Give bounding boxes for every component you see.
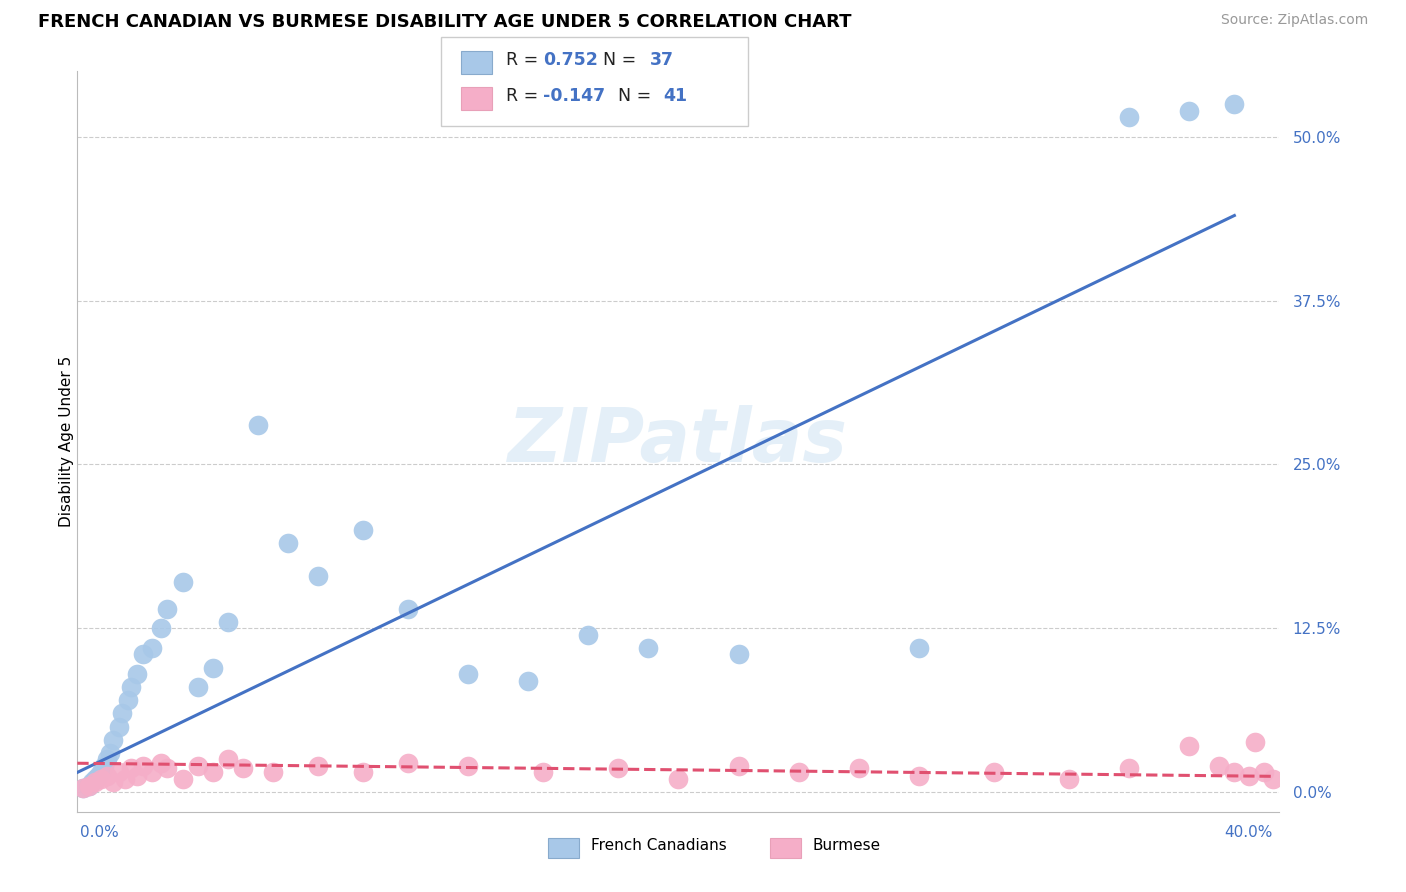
Point <box>156 601 179 615</box>
Point <box>108 720 131 734</box>
Point <box>457 667 479 681</box>
Point <box>150 756 173 771</box>
Point <box>517 673 540 688</box>
Point <box>186 759 209 773</box>
Point <box>396 756 419 771</box>
Point <box>217 752 239 766</box>
Point <box>307 759 329 773</box>
Point <box>141 765 163 780</box>
Point <box>848 762 870 776</box>
Point <box>1223 97 1246 112</box>
Point <box>668 772 690 786</box>
Text: French Canadians: French Canadians <box>591 838 727 854</box>
Point <box>1223 765 1246 780</box>
Point <box>84 772 107 786</box>
Point <box>120 680 142 694</box>
Point <box>277 536 299 550</box>
Point <box>201 765 224 780</box>
Point <box>172 772 194 786</box>
Point <box>79 779 101 793</box>
Point <box>108 765 131 780</box>
Point <box>90 765 112 780</box>
Point <box>96 769 118 783</box>
Text: Burmese: Burmese <box>813 838 880 854</box>
Point <box>79 779 101 793</box>
Text: N =: N = <box>592 51 641 69</box>
Point <box>100 746 122 760</box>
Point <box>201 660 224 674</box>
Point <box>727 648 749 662</box>
Point <box>84 774 107 789</box>
Text: 0.752: 0.752 <box>543 51 598 69</box>
Text: R =: R = <box>506 51 544 69</box>
Point <box>120 762 142 776</box>
Point <box>1263 772 1285 786</box>
Point <box>1208 759 1230 773</box>
Text: -0.147: -0.147 <box>543 87 605 104</box>
Point <box>531 765 554 780</box>
Point <box>111 706 134 721</box>
Point <box>637 640 659 655</box>
Text: FRENCH CANADIAN VS BURMESE DISABILITY AGE UNDER 5 CORRELATION CHART: FRENCH CANADIAN VS BURMESE DISABILITY AG… <box>38 13 852 31</box>
Point <box>117 693 139 707</box>
Point <box>246 418 269 433</box>
Point <box>186 680 209 694</box>
Point <box>1239 769 1261 783</box>
Point <box>103 774 125 789</box>
Text: 37: 37 <box>650 51 673 69</box>
Point <box>93 759 115 773</box>
Text: ZIPatlas: ZIPatlas <box>509 405 848 478</box>
Point <box>1118 110 1140 124</box>
Point <box>352 523 374 537</box>
Point <box>114 772 136 786</box>
Point <box>127 769 149 783</box>
Point <box>172 575 194 590</box>
Point <box>908 769 931 783</box>
Point <box>87 769 110 783</box>
Point <box>1253 765 1275 780</box>
Point <box>72 781 94 796</box>
Text: Source: ZipAtlas.com: Source: ZipAtlas.com <box>1220 13 1368 28</box>
Text: 0.0%: 0.0% <box>80 825 120 840</box>
Point <box>96 752 118 766</box>
Point <box>307 569 329 583</box>
Point <box>217 615 239 629</box>
Text: 41: 41 <box>664 87 688 104</box>
Point <box>908 640 931 655</box>
Point <box>1244 735 1267 749</box>
Point <box>141 640 163 655</box>
Point <box>1178 103 1201 118</box>
Text: N =: N = <box>607 87 657 104</box>
Point <box>576 628 599 642</box>
Point <box>232 762 254 776</box>
Point <box>132 759 155 773</box>
Point <box>396 601 419 615</box>
Point <box>1057 772 1080 786</box>
Y-axis label: Disability Age Under 5: Disability Age Under 5 <box>59 356 73 527</box>
Point <box>352 765 374 780</box>
Point <box>72 781 94 796</box>
Point <box>1118 762 1140 776</box>
Point <box>90 772 112 786</box>
Point <box>132 648 155 662</box>
Point <box>150 621 173 635</box>
Point <box>727 759 749 773</box>
Text: 40.0%: 40.0% <box>1225 825 1272 840</box>
Point <box>983 765 1005 780</box>
Point <box>787 765 810 780</box>
Point <box>103 732 125 747</box>
Point <box>156 762 179 776</box>
Point <box>457 759 479 773</box>
Point <box>127 667 149 681</box>
Point <box>262 765 284 780</box>
Point <box>1178 739 1201 754</box>
Point <box>607 762 630 776</box>
Point <box>82 774 104 789</box>
Text: R =: R = <box>506 87 544 104</box>
